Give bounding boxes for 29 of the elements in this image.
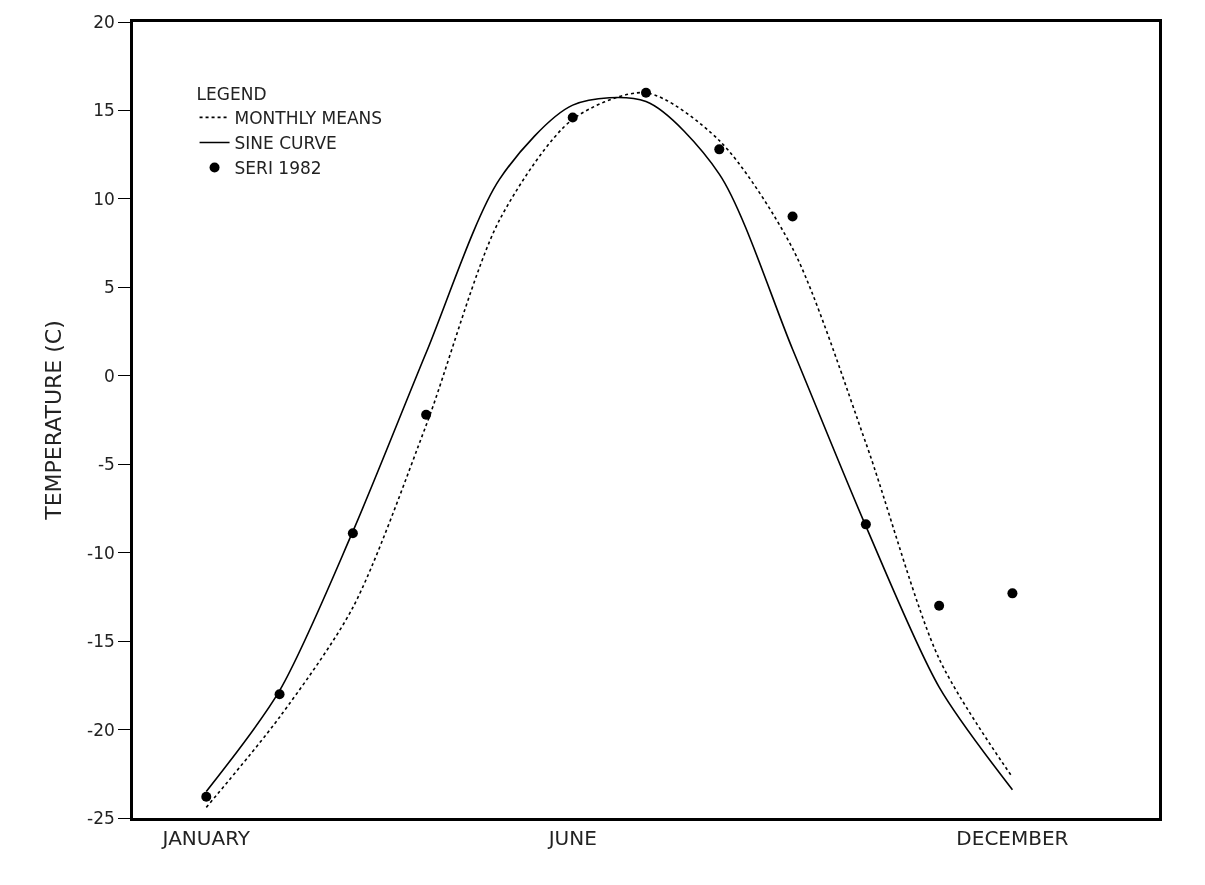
y-axis-title: TEMPERATURE (C) xyxy=(40,320,66,521)
legend-label: MONTHLY MEANS xyxy=(234,108,383,128)
y-tick-label: 0 xyxy=(104,365,115,386)
legend-label: SERI 1982 xyxy=(234,158,322,179)
x-tick-label: DECEMBER xyxy=(956,825,1069,850)
y-tick-label: -5 xyxy=(97,454,115,475)
y-tick-label: -10 xyxy=(87,542,115,563)
y-tick-label: -20 xyxy=(87,719,115,740)
y-tick-label: 20 xyxy=(93,11,115,32)
y-tick-label: -15 xyxy=(87,631,115,652)
point xyxy=(567,112,578,123)
point xyxy=(201,791,212,802)
y-tick-label: -25 xyxy=(87,807,115,828)
legend-title: LEGEND xyxy=(196,83,267,104)
point xyxy=(641,87,651,98)
legend-label: SINE CURVE xyxy=(234,133,337,154)
y-tick-label: 5 xyxy=(104,277,115,298)
point xyxy=(787,211,798,222)
point xyxy=(274,689,285,700)
x-tick-label: JUNE xyxy=(546,825,597,850)
point xyxy=(347,528,358,539)
point xyxy=(714,144,725,155)
point xyxy=(421,409,432,420)
point xyxy=(1007,588,1018,599)
x-tick-label: JANUARY xyxy=(160,825,251,850)
y-tick-label: 15 xyxy=(93,100,115,121)
y-tick-label: 10 xyxy=(93,188,115,209)
point xyxy=(934,600,945,611)
point xyxy=(860,519,871,530)
